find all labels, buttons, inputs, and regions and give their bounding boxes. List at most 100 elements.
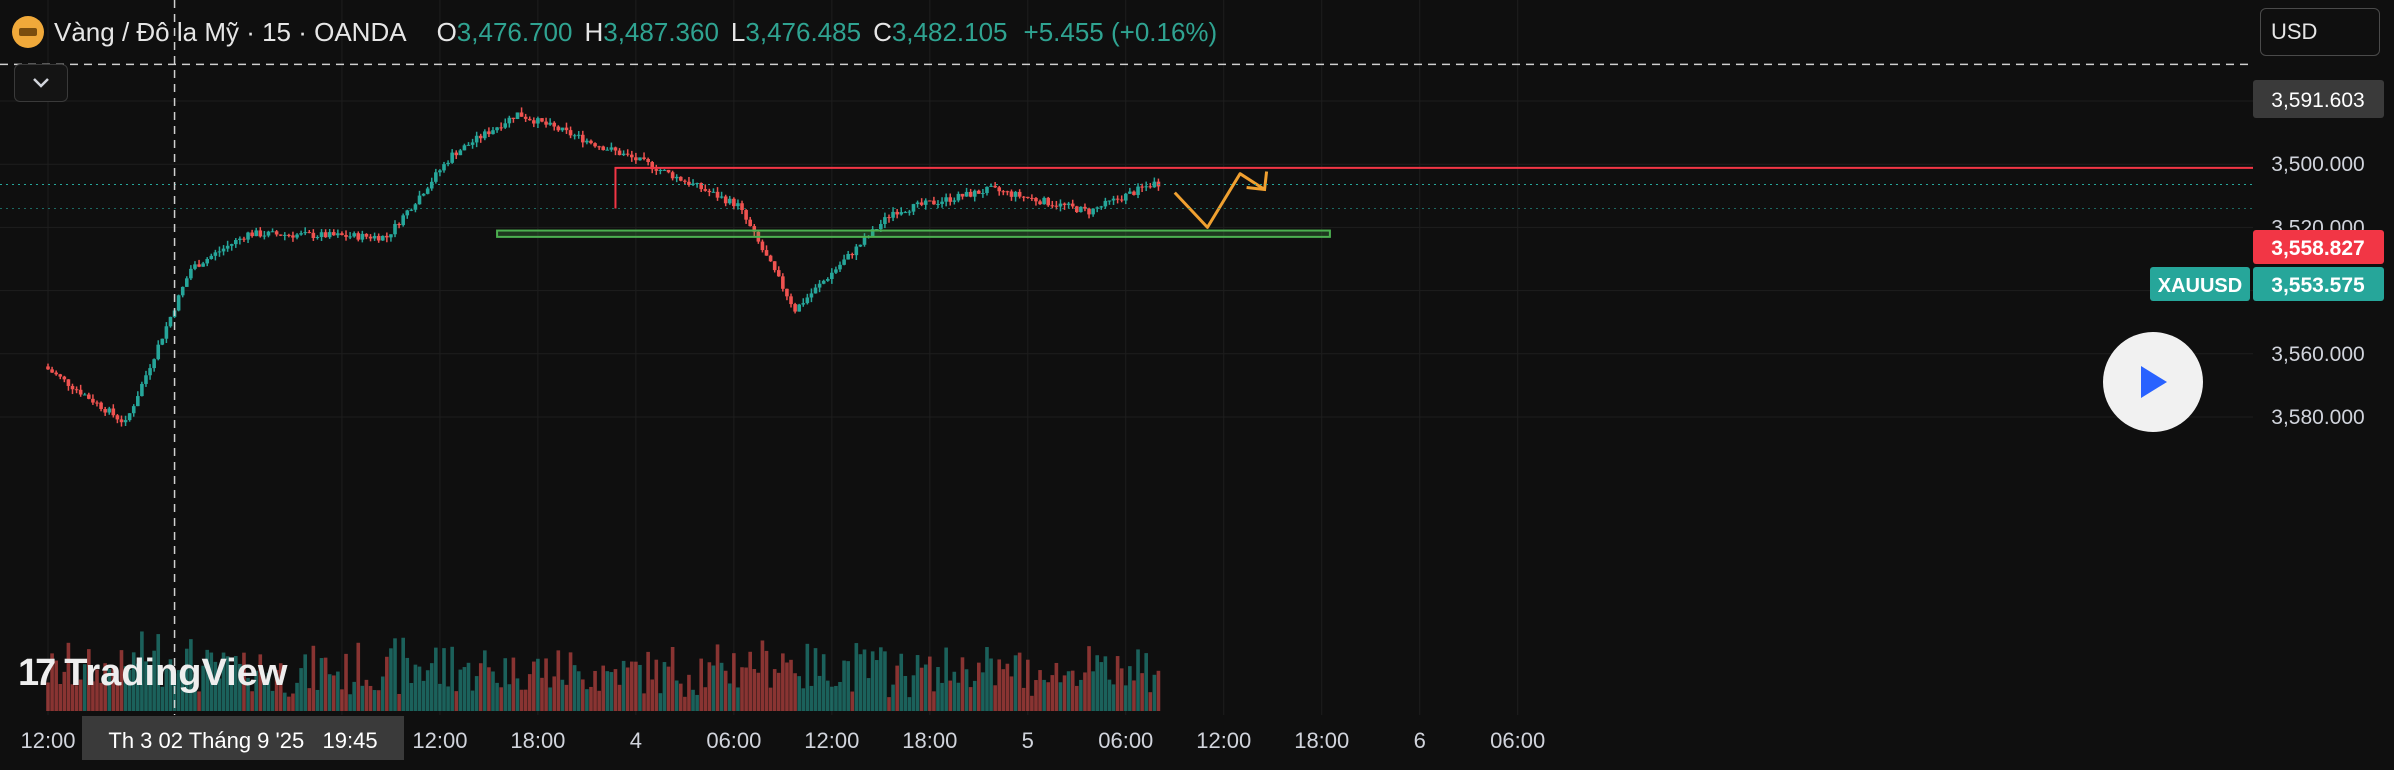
volume-bar	[242, 652, 246, 711]
volume-bar	[932, 691, 936, 711]
candle-body	[536, 118, 540, 124]
candle-body	[364, 233, 369, 237]
candle-body	[409, 209, 414, 211]
candle-body	[491, 130, 495, 135]
volume-bar	[344, 653, 348, 711]
candle-body	[907, 211, 912, 213]
candle-body	[340, 233, 344, 236]
tradingview-logo[interactable]: 17 TradingView	[18, 652, 287, 695]
volume-bar	[552, 676, 557, 711]
change-value: +5.455 (+0.16%)	[1023, 16, 1218, 47]
candle-body	[642, 157, 646, 160]
candle-body	[1062, 203, 1067, 205]
volume-bar	[389, 648, 393, 711]
candle-body	[123, 420, 128, 423]
price-axis[interactable]: 3,580.0003,560.0003,540.0003,520.0003,50…	[2150, 0, 2394, 770]
candle-body	[470, 142, 475, 145]
candle-body	[495, 127, 499, 131]
time-tick-label: 06:00	[706, 728, 761, 753]
candle-body	[242, 238, 246, 240]
price-tick-label: 3,580.000	[2271, 406, 2364, 429]
support-zone-rectangle[interactable]	[496, 229, 1331, 238]
candle-body	[62, 376, 67, 380]
projection-path[interactable]	[1173, 172, 1266, 229]
candle-body	[201, 263, 205, 267]
volume-bar	[711, 665, 716, 711]
candle-body	[842, 259, 846, 265]
candle-body	[344, 235, 348, 237]
candle-body	[1091, 208, 1095, 215]
volume-bar	[74, 685, 79, 711]
time-tick-label: 18:00	[510, 728, 565, 753]
replay-play-button[interactable]	[2103, 332, 2203, 432]
candle-body	[405, 210, 410, 216]
volume-bar	[401, 637, 405, 711]
volume-bar	[1111, 684, 1116, 711]
last-price-label-bg	[2253, 267, 2384, 301]
volume-bar	[793, 673, 797, 711]
volume-bar	[425, 670, 430, 711]
volume-bar	[360, 685, 365, 711]
symbol-label-bg	[2150, 267, 2250, 301]
volume-bar	[323, 657, 328, 711]
volume-bar	[985, 647, 989, 711]
candle-body	[397, 223, 401, 226]
volume-bar	[789, 659, 793, 711]
volume-bar	[556, 650, 561, 711]
candle-body	[1140, 186, 1144, 188]
crosshair-time-label: Th 3 02 Tháng 9 '25 19:45	[108, 728, 377, 753]
volume-bar	[397, 693, 401, 711]
candle-body	[1017, 191, 1022, 197]
volume-bar	[523, 689, 528, 711]
volume-bar	[1034, 680, 1038, 711]
candle-body	[421, 193, 426, 196]
volume-bar	[1123, 685, 1128, 711]
candle-body	[760, 241, 765, 251]
candle-body	[923, 200, 928, 205]
volume-bars	[46, 631, 1161, 711]
volume-bar	[699, 658, 703, 711]
collapse-legend-button[interactable]	[14, 64, 68, 102]
volume-bar	[278, 663, 283, 711]
volume-bar	[393, 638, 397, 711]
volume-bar	[340, 689, 344, 711]
time-axis[interactable]: 12:00 06:00 12:00 18:00 4 06:00 12:00 18:00 5 06:…	[0, 715, 2394, 770]
time-tick-label: 18:00	[1294, 728, 1349, 753]
candle-body	[299, 233, 303, 235]
candle-body	[1030, 197, 1034, 199]
crosshair-time-label-bg	[82, 716, 404, 760]
candle-body	[797, 304, 801, 312]
volume-bar	[507, 684, 512, 711]
time-tick-label: 18:00	[902, 728, 957, 753]
volume-bar	[405, 657, 410, 711]
volume-bar	[776, 672, 781, 711]
candle-body	[997, 187, 1002, 192]
currency-button[interactable]: USD	[2260, 8, 2380, 56]
symbol-legend[interactable]: Vàng / Đô la Mỹ · 15 · OANDA O 3,476.700 …	[12, 12, 1217, 52]
volume-bar	[858, 654, 863, 711]
time-tick-label: 12:00	[20, 728, 75, 753]
volume-bar	[229, 670, 234, 711]
candle-body	[1050, 205, 1055, 207]
resistance-line[interactable]	[614, 166, 2253, 209]
volume-bar	[687, 674, 691, 711]
volume-bar	[666, 666, 671, 711]
candle-body	[601, 146, 606, 151]
candle-body	[581, 134, 585, 143]
crosshair-price-label: 3,591.603	[2271, 89, 2364, 112]
volume-bar	[311, 645, 316, 711]
candle-body	[936, 203, 940, 205]
candle-body	[1013, 191, 1018, 197]
candle-body	[336, 233, 340, 236]
symbol-title[interactable]: Vàng / Đô la Mỹ · 15 · OANDA	[54, 16, 407, 47]
volume-bar	[572, 665, 577, 711]
candle-body	[1070, 203, 1075, 207]
projection-arrow-head[interactable]	[1246, 171, 1269, 192]
candle-body	[1136, 186, 1140, 195]
volume-bar	[834, 685, 838, 711]
candle-body	[821, 280, 826, 284]
volume-bar	[727, 683, 732, 711]
candle-body	[1115, 198, 1120, 200]
candle-body	[870, 229, 875, 237]
